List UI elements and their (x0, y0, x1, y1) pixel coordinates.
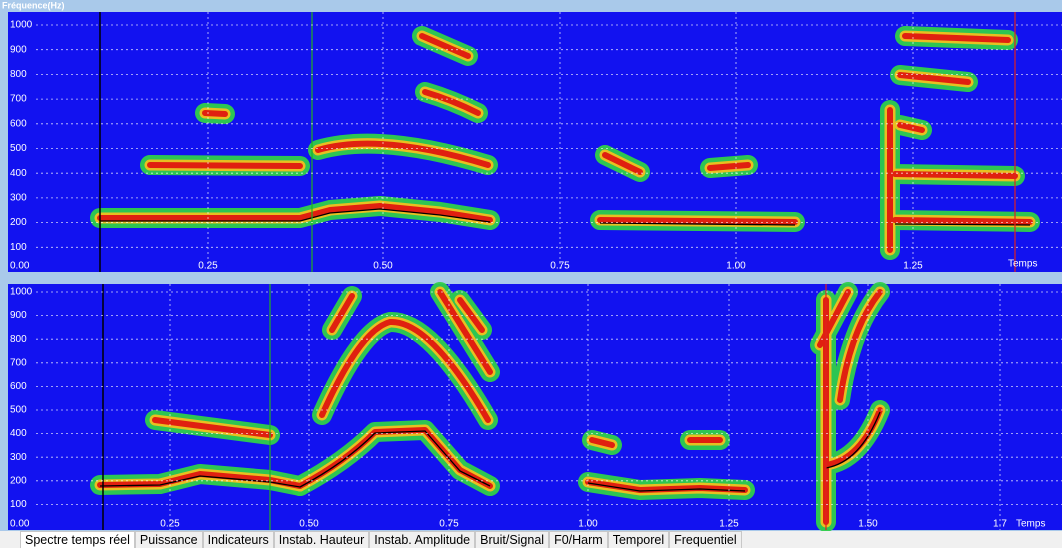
y-tick-label: 600 (10, 118, 27, 129)
x-tick-label: 1.00 (726, 261, 746, 272)
y-tick-label: 400 (10, 168, 27, 179)
y-tick-label: 500 (10, 405, 27, 416)
y-tick-label: 200 (10, 217, 27, 228)
y-tick-label: 800 (10, 334, 27, 345)
y-tick-label: 500 (10, 143, 27, 154)
f0-contour (99, 411, 881, 492)
x-axis-label: Temps (1008, 259, 1037, 270)
y-tick-label: 600 (10, 381, 27, 392)
energy-band (600, 220, 795, 222)
y-tick-label: 400 (10, 428, 27, 439)
tab[interactable]: Spectre temps réel (20, 531, 135, 548)
x-tick-label: 1.7 (993, 519, 1007, 530)
y-tick-label: 300 (10, 452, 27, 463)
x-tick-label: 0.75 (550, 261, 570, 272)
energy-band (150, 165, 300, 166)
y-tick-label: 700 (10, 94, 27, 105)
f0-contour (100, 208, 1031, 226)
y-tick-label: 900 (10, 310, 27, 321)
tab[interactable]: Puissance (134, 531, 203, 548)
x-tick-label: 1.25 (903, 261, 923, 272)
x-tick-label: 1.50 (858, 519, 878, 530)
y-tick-label: 900 (10, 44, 27, 55)
y-tick-label: 1000 (10, 287, 33, 298)
y-tick-label: 100 (10, 499, 27, 510)
x-axis-label: Temps (1016, 519, 1045, 530)
y-tick-label: 100 (10, 242, 27, 253)
x-tick-label: 0.25 (198, 261, 218, 272)
tab[interactable]: F0/Harm (549, 531, 608, 548)
x-tick-label: 1.25 (719, 519, 739, 530)
panel-bottom (8, 284, 1062, 530)
tab[interactable]: Instab. Hauteur (273, 531, 370, 548)
y-tick-label: 200 (10, 475, 27, 486)
panel-top (8, 12, 1062, 272)
tab-bar: Spectre temps réel Puissance Indicateurs In… (20, 531, 742, 548)
y-tick-label: 1000 (10, 20, 33, 31)
x-tick-label: 0.50 (299, 519, 319, 530)
origin-label: 0.00 (10, 519, 30, 530)
x-tick-label: 0.25 (160, 519, 180, 530)
tab[interactable]: Bruit/Signal (475, 531, 550, 548)
origin-label: 0.00 (10, 261, 30, 272)
y-axis-title: Fréquence(Hz) (2, 0, 65, 10)
x-tick-label: 0.50 (373, 261, 393, 272)
tab[interactable]: Frequentiel (669, 531, 742, 548)
spectrogram-view: Fréquence(Hz) 1000 900 800 700 600 500 400 300 2… (0, 0, 1062, 531)
tab[interactable]: Temporel (607, 531, 670, 548)
x-tick-label: 1.00 (578, 519, 598, 530)
tab[interactable]: Indicateurs (202, 531, 274, 548)
y-tick-label: 300 (10, 193, 27, 204)
x-tick-label: 0.75 (439, 519, 459, 530)
tab[interactable]: Instab. Amplitude (369, 531, 476, 548)
y-tick-label: 700 (10, 357, 27, 368)
y-tick-label: 800 (10, 69, 27, 80)
